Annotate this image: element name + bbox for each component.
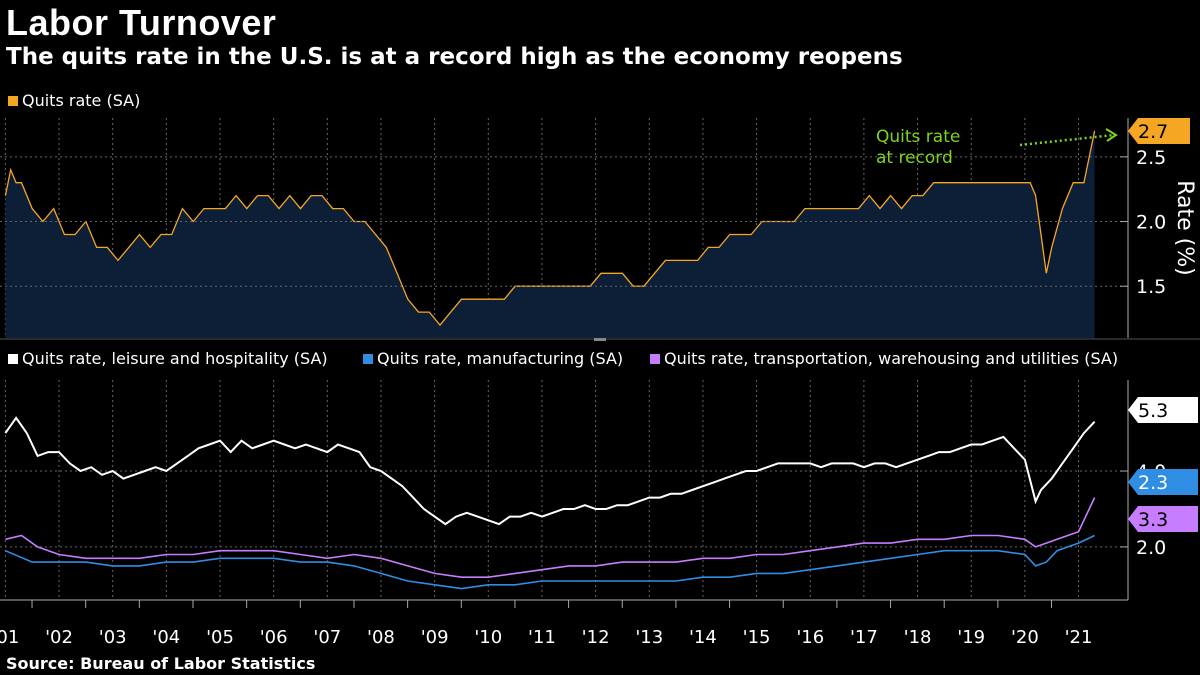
legend-label-quits-rate: Quits rate (SA)	[22, 91, 140, 110]
legend-label-transportation: Quits rate, transportation, warehousing …	[664, 349, 1118, 368]
x-tick-label: '03	[99, 627, 127, 648]
legend-swatch-quits-rate	[8, 96, 18, 106]
x-tick-label: '09	[421, 627, 449, 648]
legend-label-leisure: Quits rate, leisure and hospitality (SA)	[22, 349, 328, 368]
quits-rate-area	[5, 130, 1095, 338]
x-tick-label: '14	[689, 627, 717, 648]
x-tick-label: '11	[528, 627, 556, 648]
x-tick-label: '10	[474, 627, 502, 648]
x-tick-label: '18	[904, 627, 932, 648]
x-tick-label: '12	[582, 627, 610, 648]
x-tick-label: '01	[0, 627, 19, 648]
x-tick-label: '05	[206, 627, 234, 648]
value-label-leisure: 5.3	[1138, 400, 1168, 422]
value-badge-transportation	[1128, 506, 1198, 532]
annotation-text: at record	[876, 148, 953, 168]
annotation-arrow-head	[1105, 128, 1118, 142]
annotation-arrow-line	[1019, 133, 1115, 147]
top-y-tick-label: 1.5	[1136, 276, 1166, 298]
panel-divider-handle	[594, 338, 606, 341]
chart-title: Labor Turnover	[6, 2, 277, 43]
value-badge-leisure	[1128, 397, 1198, 423]
quits-rate-value-label: 2.7	[1138, 121, 1168, 143]
x-tick-label: '16	[796, 627, 824, 648]
legend-swatch-leisure	[8, 354, 18, 364]
value-label-manufacturing: 2.3	[1138, 472, 1168, 494]
value-label-transportation: 3.3	[1138, 509, 1168, 531]
series-line-manufacturing	[5, 534, 1095, 590]
x-tick-label: '08	[367, 627, 395, 648]
x-tick-label: '20	[1011, 627, 1039, 648]
series-line-leisure	[4, 416, 1096, 526]
legend-swatch-transportation	[650, 354, 660, 364]
y-axis-title: Rate (%)	[1172, 180, 1197, 276]
legend-swatch-manufacturing	[363, 354, 373, 364]
top-y-tick-label: 2.5	[1136, 147, 1166, 169]
x-tick-label: '21	[1065, 627, 1093, 648]
bottom-y-tick-label: 2.0	[1136, 537, 1166, 559]
top-y-tick-label: 2.0	[1136, 212, 1166, 234]
legend-label-manufacturing: Quits rate, manufacturing (SA)	[377, 349, 623, 368]
quits-rate-line	[4, 130, 1096, 327]
quits-rate-value-badge	[1128, 117, 1190, 144]
series-line-transportation	[5, 497, 1096, 578]
x-tick-label: '07	[313, 627, 341, 648]
source-note: Source: Bureau of Labor Statistics	[6, 654, 316, 673]
x-tick-label: '04	[152, 627, 180, 648]
x-tick-label: '19	[957, 627, 985, 648]
value-badge-manufacturing	[1128, 469, 1198, 495]
x-tick-label: '13	[635, 627, 663, 648]
annotation-text: Quits rate	[876, 127, 960, 147]
x-tick-label: '17	[850, 627, 878, 648]
x-tick-label: '02	[45, 627, 73, 648]
x-tick-label: '15	[743, 627, 771, 648]
chart-subtitle: The quits rate in the U.S. is at a recor…	[6, 44, 903, 70]
x-tick-label: '06	[260, 627, 288, 648]
